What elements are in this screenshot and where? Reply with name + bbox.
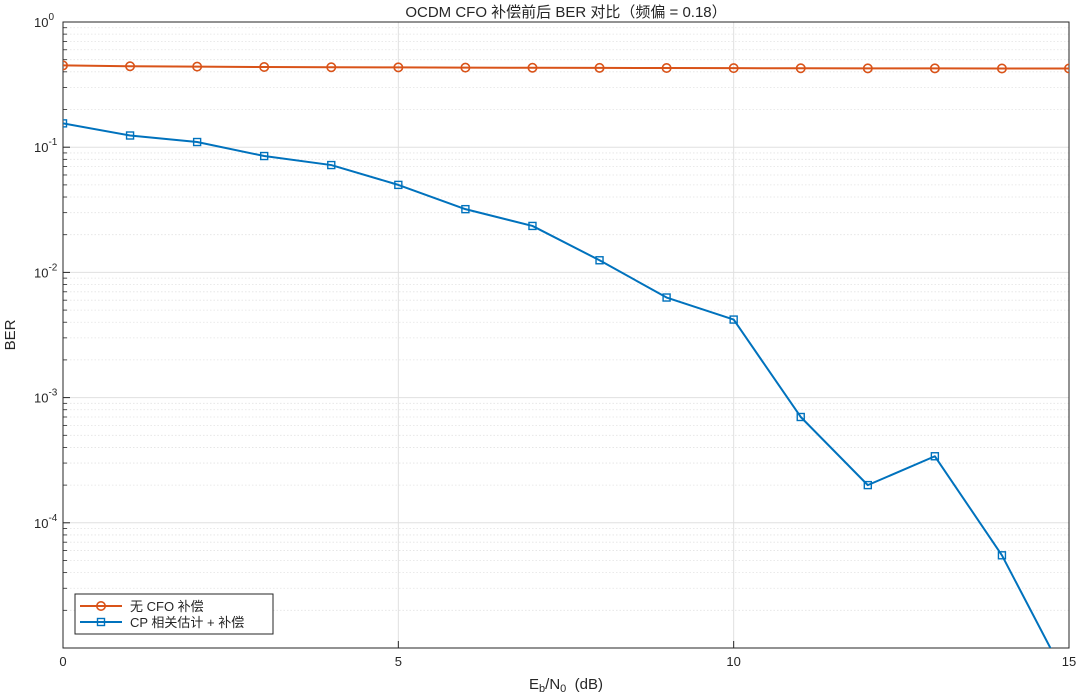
legend-entry-2: CP 相关估计 + 补偿 (80, 615, 244, 630)
x-axis-label-sub1: b (539, 683, 545, 695)
data-point-square (595, 256, 604, 265)
x-axis-label: Eb/N0 (dB) (529, 676, 603, 695)
data-point-square (394, 180, 403, 190)
data-point-square (528, 221, 537, 231)
chart-title: OCDM CFO 补偿前后 BER 对比（频偏 = 0.18） (405, 4, 726, 21)
y-tick-label: 10-3 (34, 388, 58, 406)
data-point-circle (192, 61, 203, 72)
data-point-square (461, 204, 470, 214)
data-point-circle (661, 63, 672, 74)
data-point-square (125, 131, 135, 140)
data-point-circle (96, 600, 107, 611)
y-tick-label: 10-1 (34, 137, 58, 155)
data-point-circle (393, 62, 404, 73)
data-point-square (930, 452, 940, 461)
data-point-circle (326, 62, 337, 73)
legend-label: CP 相关估计 + 补偿 (130, 615, 244, 630)
data-point-circle (259, 62, 270, 73)
x-axis-label-mid: /N (545, 676, 560, 693)
series-layer (63, 60, 1073, 687)
plot-area-frame (62, 21, 1070, 649)
data-point-circle (63, 60, 68, 71)
data-point-circle (929, 63, 940, 74)
data-point-square (1066, 680, 1073, 687)
data-point-circle (1064, 63, 1069, 74)
x-axis-label-sub2: 0 (560, 683, 566, 695)
series-line (63, 122, 1052, 648)
data-point-square (729, 315, 738, 324)
data-point-square (796, 412, 805, 422)
data-point-square (96, 617, 106, 627)
axis-ticks: 0 5 10 15 100 10-1 10-2 10-3 10-4 (34, 12, 1076, 669)
y-axis-label: BER (2, 319, 19, 350)
grid (62, 21, 1070, 648)
data-point-circle (594, 62, 605, 73)
data-point-circle (460, 62, 471, 73)
x-tick-label: 15 (1062, 654, 1076, 669)
legend-entry-1: 无 CFO 补偿 (80, 599, 204, 614)
data-point-square (863, 480, 872, 490)
data-point-circle (125, 61, 136, 72)
y-tick-label: 10-4 (34, 513, 58, 531)
data-point-circle (996, 63, 1007, 74)
y-tick-label: 10-2 (34, 262, 58, 280)
x-tick-label: 0 (59, 654, 66, 669)
x-axis-label-base: E (529, 676, 539, 693)
data-point-square (192, 137, 202, 147)
data-point-square (327, 160, 336, 170)
data-point-square (63, 119, 68, 128)
x-tick-label: 10 (726, 654, 740, 669)
data-point-square (997, 551, 1007, 560)
data-point-square (260, 151, 269, 161)
y-tick-label: 100 (34, 12, 54, 30)
data-point-circle (728, 63, 739, 74)
series-line (63, 64, 1069, 70)
data-point-square (662, 293, 671, 302)
x-axis-label-unit: (dB) (566, 676, 603, 693)
series-1 (63, 60, 1069, 74)
x-tick-label: 5 (395, 654, 402, 669)
data-point-circle (862, 63, 873, 74)
data-point-circle (795, 63, 806, 74)
series-2 (63, 119, 1073, 687)
data-point-circle (527, 62, 538, 73)
legend-box (74, 593, 274, 635)
legend-label: 无 CFO 补偿 (130, 599, 204, 614)
